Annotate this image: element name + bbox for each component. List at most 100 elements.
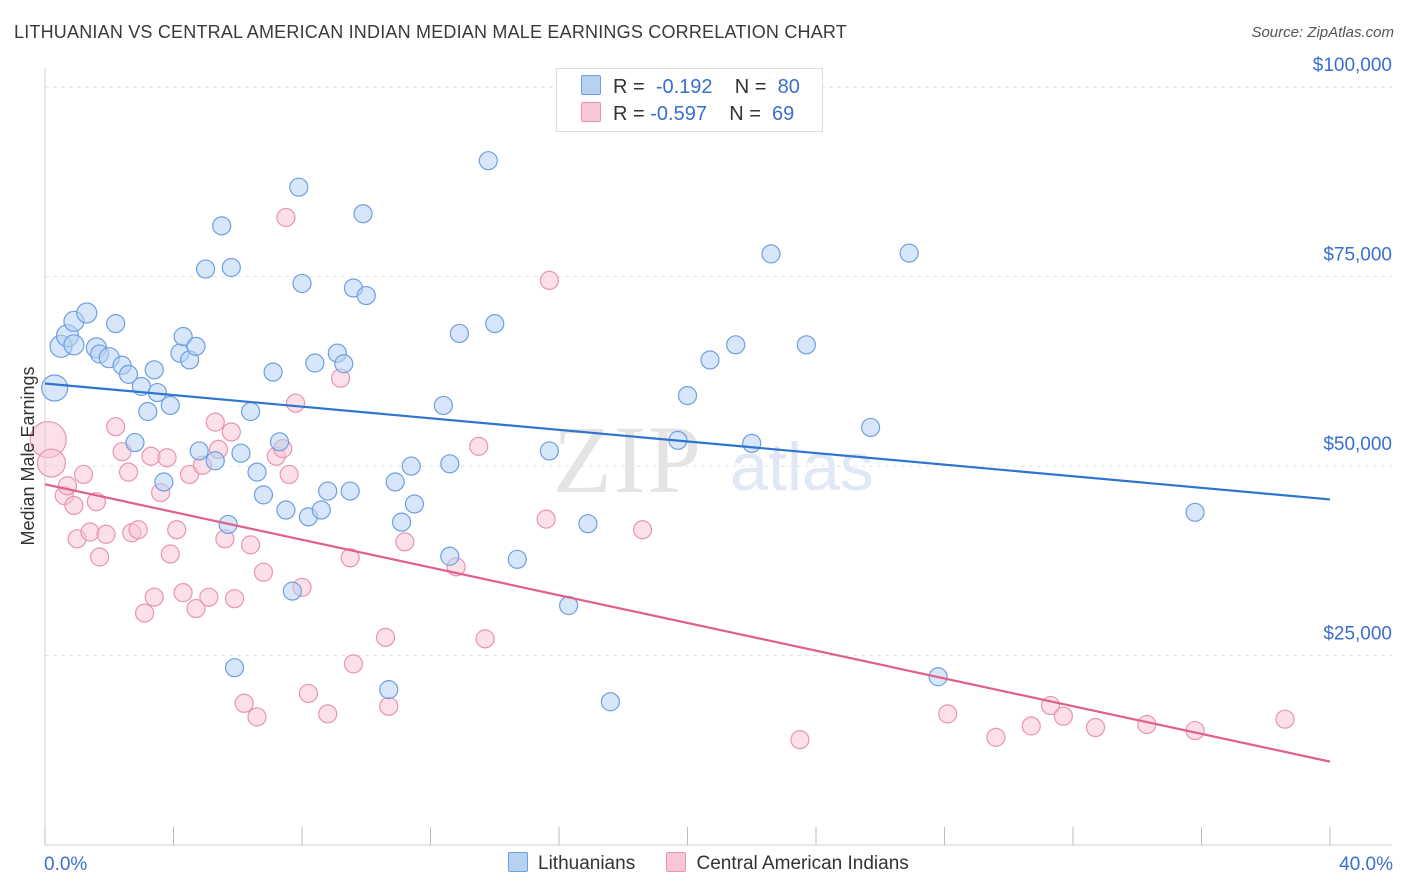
- data-point-lithuanian: [289, 177, 309, 197]
- legend-row-central-american-indians: R = -0.597 N = 69: [581, 102, 794, 126]
- legend-swatch-blue: [581, 75, 601, 95]
- data-point-lithuanian: [539, 441, 559, 461]
- bottom-legend-central-american-indians: Central American Indians: [666, 852, 909, 875]
- trend-line-central-american-indians: [44, 483, 1331, 763]
- data-point-central-american-indian: [340, 548, 360, 568]
- data-point-central-american-indian: [128, 520, 148, 540]
- data-point-lithuanian: [292, 273, 312, 294]
- data-point-central-american-indian: [144, 587, 164, 607]
- legend-r-value: -0.597: [650, 103, 707, 125]
- x-tick-label: 40.0%: [1339, 854, 1393, 875]
- data-point-lithuanian: [253, 485, 274, 505]
- data-point-central-american-indian: [134, 603, 155, 623]
- data-point-central-american-indian: [241, 535, 261, 555]
- data-point-central-american-indian: [298, 683, 319, 704]
- data-point-central-american-indian: [205, 412, 225, 432]
- data-point-lithuanian: [318, 481, 338, 501]
- data-point-lithuanian: [125, 432, 145, 453]
- data-point-lithuanian: [507, 549, 527, 569]
- y-tick-label: $50,000: [1323, 434, 1392, 455]
- data-point-central-american-indian: [167, 520, 187, 540]
- data-point-lithuanian: [401, 456, 421, 476]
- data-point-lithuanian: [578, 514, 598, 534]
- data-point-central-american-indian: [221, 422, 241, 442]
- data-point-lithuanian: [478, 151, 498, 171]
- legend-row-lithuanians: R = -0.192 N = 80: [581, 75, 800, 99]
- data-point-central-american-indian: [96, 524, 116, 544]
- data-point-central-american-indian: [285, 393, 306, 413]
- data-point-lithuanian: [449, 323, 470, 344]
- data-point-lithuanian: [224, 658, 245, 678]
- data-point-central-american-indian: [539, 270, 559, 291]
- watermark-zip: ZIP: [553, 406, 703, 513]
- data-point-lithuanian: [189, 441, 209, 461]
- data-point-central-american-indian: [938, 704, 958, 724]
- data-point-lithuanian: [106, 314, 126, 334]
- data-point-central-american-indian: [1085, 717, 1106, 738]
- bottom-legend-label: Lithuanians: [538, 853, 636, 874]
- data-point-lithuanian: [118, 364, 139, 384]
- data-point-central-american-indian: [224, 589, 245, 609]
- data-point-central-american-indian: [80, 522, 100, 542]
- data-point-lithuanian: [282, 581, 302, 601]
- data-point-central-american-indian: [234, 693, 254, 713]
- data-point-lithuanian: [76, 302, 98, 324]
- data-point-lithuanian: [356, 285, 376, 306]
- data-point-central-american-indian: [632, 520, 653, 540]
- bottom-legend-swatch-pink: [666, 852, 687, 872]
- legend-box: R = -0.192 N = 80 R = -0.597 N = 69: [556, 68, 823, 132]
- data-point-central-american-indian: [186, 598, 206, 619]
- data-point-lithuanian: [231, 443, 251, 463]
- data-point-lithuanian: [241, 401, 261, 422]
- chart-title: LITHUANIAN VS CENTRAL AMERICAN INDIAN ME…: [14, 22, 847, 42]
- data-point-lithuanian: [1185, 502, 1205, 522]
- data-point-central-american-indian: [118, 462, 139, 482]
- data-point-lithuanian: [379, 680, 399, 700]
- y-tick-label: $75,000: [1323, 245, 1392, 266]
- source-label: Source: ZipAtlas.com: [1251, 24, 1394, 41]
- data-point-central-american-indian: [247, 707, 267, 727]
- data-point-central-american-indian: [379, 696, 399, 716]
- data-point-lithuanian: [205, 451, 225, 471]
- data-point-central-american-indian: [36, 448, 67, 478]
- data-point-lithuanian: [276, 500, 296, 520]
- data-point-lithuanian: [861, 417, 881, 438]
- data-point-central-american-indian: [395, 532, 415, 552]
- data-point-lithuanian: [899, 243, 919, 263]
- data-point-lithuanian: [305, 353, 325, 373]
- data-point-lithuanian: [726, 335, 746, 355]
- data-point-lithuanian: [600, 692, 621, 712]
- data-point-lithuanian: [742, 433, 762, 453]
- data-point-central-american-indian: [318, 704, 338, 724]
- data-point-central-american-indian: [790, 730, 810, 750]
- x-tick-label: 0.0%: [44, 854, 87, 875]
- data-point-central-american-indian: [986, 727, 1006, 747]
- data-point-lithuanian: [186, 336, 206, 356]
- data-point-lithuanian: [391, 512, 412, 532]
- data-point-central-american-indian: [199, 587, 219, 607]
- data-point-lithuanian: [404, 494, 425, 514]
- data-point-central-american-indian: [73, 464, 94, 485]
- gridlines: [45, 86, 1392, 657]
- data-point-central-american-indian: [1021, 716, 1041, 736]
- data-point-central-american-indian: [375, 627, 396, 647]
- data-point-lithuanian: [485, 314, 505, 334]
- legend-r-value: -0.192: [655, 76, 713, 98]
- data-point-lithuanian: [796, 335, 816, 355]
- data-point-lithuanian: [154, 472, 174, 492]
- trend-lines: [44, 382, 1331, 763]
- data-point-lithuanian: [385, 472, 405, 492]
- bottom-legend: Lithuanians Central American Indians: [508, 852, 935, 875]
- data-point-lithuanian: [263, 362, 283, 382]
- legend-n-value: 80: [777, 76, 800, 98]
- data-point-central-american-indian: [279, 464, 299, 485]
- data-point-lithuanian: [440, 546, 460, 566]
- data-point-central-american-indian: [475, 629, 495, 649]
- data-point-central-american-indian: [276, 207, 296, 228]
- data-point-central-american-indian: [469, 436, 489, 456]
- data-point-central-american-indian: [173, 583, 193, 603]
- data-point-lithuanian: [63, 334, 85, 356]
- data-point-lithuanian: [440, 454, 460, 474]
- data-point-lithuanian: [700, 350, 720, 370]
